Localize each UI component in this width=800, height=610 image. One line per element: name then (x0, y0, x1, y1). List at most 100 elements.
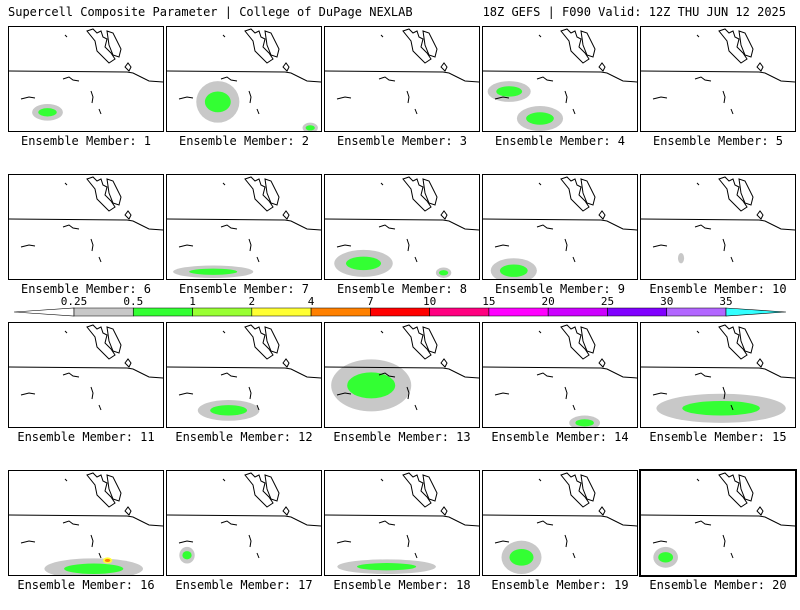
map-boundary (694, 76, 712, 82)
map-boundary (167, 366, 321, 379)
map-boundary (402, 324, 432, 360)
map-svg (483, 176, 637, 279)
map-boundary (336, 244, 352, 248)
map-boundary (106, 326, 122, 354)
map-panel (640, 174, 796, 280)
ensemble-panel-18: Ensemble Member: 18 (324, 470, 480, 610)
map-svg (483, 472, 637, 574)
map-boundary (494, 392, 510, 396)
map-panel (640, 470, 796, 576)
map-boundary (124, 506, 132, 516)
colorbar-segment (666, 307, 727, 317)
colorbar-segment (429, 307, 490, 317)
map-boundary (402, 472, 432, 508)
map-boundary (440, 62, 448, 72)
colorbar-segment (13, 307, 75, 317)
map-boundary (696, 34, 700, 38)
map-boundary (222, 182, 226, 186)
map-boundary (538, 478, 542, 482)
map-boundary (722, 238, 726, 252)
map-boundary (64, 478, 68, 482)
map-boundary (378, 372, 396, 378)
map-boundary (722, 90, 726, 104)
map-boundary (86, 28, 116, 64)
map-boundary (244, 176, 274, 212)
scp-contour-1-2 (499, 264, 528, 277)
map-boundary (380, 34, 384, 38)
colorbar-segment (192, 307, 253, 317)
map-svg (9, 28, 163, 121)
map-panel (8, 174, 164, 280)
map-boundary (406, 90, 410, 104)
map-boundary (256, 404, 260, 411)
map-boundary (598, 210, 606, 220)
ensemble-panel-9: Ensemble Member: 9 (482, 174, 638, 314)
map-panel (482, 26, 638, 132)
map-boundary (402, 176, 432, 212)
scp-contour-1-2 (64, 563, 124, 574)
map-boundary (167, 218, 321, 231)
map-panel (640, 26, 796, 132)
map-panel (324, 470, 480, 576)
map-boundary (90, 90, 94, 104)
map-svg (325, 472, 479, 574)
map-boundary (756, 358, 764, 368)
map-boundary (264, 178, 280, 206)
map-boundary (98, 256, 102, 263)
map-svg (9, 324, 163, 411)
colorbar-segment (73, 307, 134, 317)
map-panel (8, 26, 164, 132)
map-panel (166, 174, 322, 280)
map-boundary (652, 244, 668, 248)
map-boundary (536, 372, 554, 378)
map-svg (641, 472, 795, 568)
map-boundary (756, 506, 764, 516)
member-label: Ensemble Member: 12 (175, 430, 313, 444)
scp-contour-1-2 (526, 112, 554, 125)
map-svg (325, 28, 479, 115)
ensemble-panel-3: Ensemble Member: 3 (324, 26, 480, 166)
map-boundary (580, 326, 596, 354)
map-boundary (378, 520, 396, 526)
map-boundary (64, 34, 68, 38)
map-boundary (9, 218, 163, 231)
map-boundary (380, 182, 384, 186)
map-svg (167, 324, 321, 421)
map-boundary (222, 34, 226, 38)
map-boundary (414, 404, 418, 411)
scp-contour-1-2 (357, 563, 417, 571)
scp-contour-1-2 (575, 419, 594, 427)
map-boundary (483, 514, 637, 527)
map-boundary (90, 238, 94, 252)
map-boundary (282, 210, 290, 220)
map-boundary (694, 520, 712, 526)
ensemble-panel-7: Ensemble Member: 7 (166, 174, 322, 314)
member-label: Ensemble Member: 8 (336, 282, 468, 296)
map-boundary (564, 534, 568, 548)
map-panel (482, 322, 638, 428)
colorbar-tick-label: 25 (601, 295, 614, 308)
map-boundary (756, 210, 764, 220)
map-boundary (406, 386, 410, 400)
map-boundary (248, 534, 252, 548)
map-boundary (738, 326, 754, 354)
ensemble-panel-20: Ensemble Member: 20 (640, 470, 796, 610)
map-boundary (572, 404, 576, 411)
member-label: Ensemble Member: 17 (175, 578, 313, 592)
map-boundary (90, 386, 94, 400)
map-boundary (652, 540, 668, 544)
colorbar-legend: 0.25 0.5 1 2 4 7 10 15 20 25 30 35 (13, 295, 787, 317)
member-label: Ensemble Member: 5 (652, 134, 784, 148)
map-boundary (598, 506, 606, 516)
map-boundary (730, 108, 734, 115)
scp-contour-1-2 (345, 256, 382, 271)
map-boundary (406, 534, 410, 548)
map-boundary (756, 62, 764, 72)
map-boundary (336, 540, 352, 544)
map-boundary (402, 28, 432, 64)
map-boundary (222, 478, 226, 482)
map-boundary (64, 182, 68, 186)
map-boundary (244, 28, 274, 64)
ensemble-panel-5: Ensemble Member: 5 (640, 26, 796, 166)
map-boundary (580, 178, 596, 206)
